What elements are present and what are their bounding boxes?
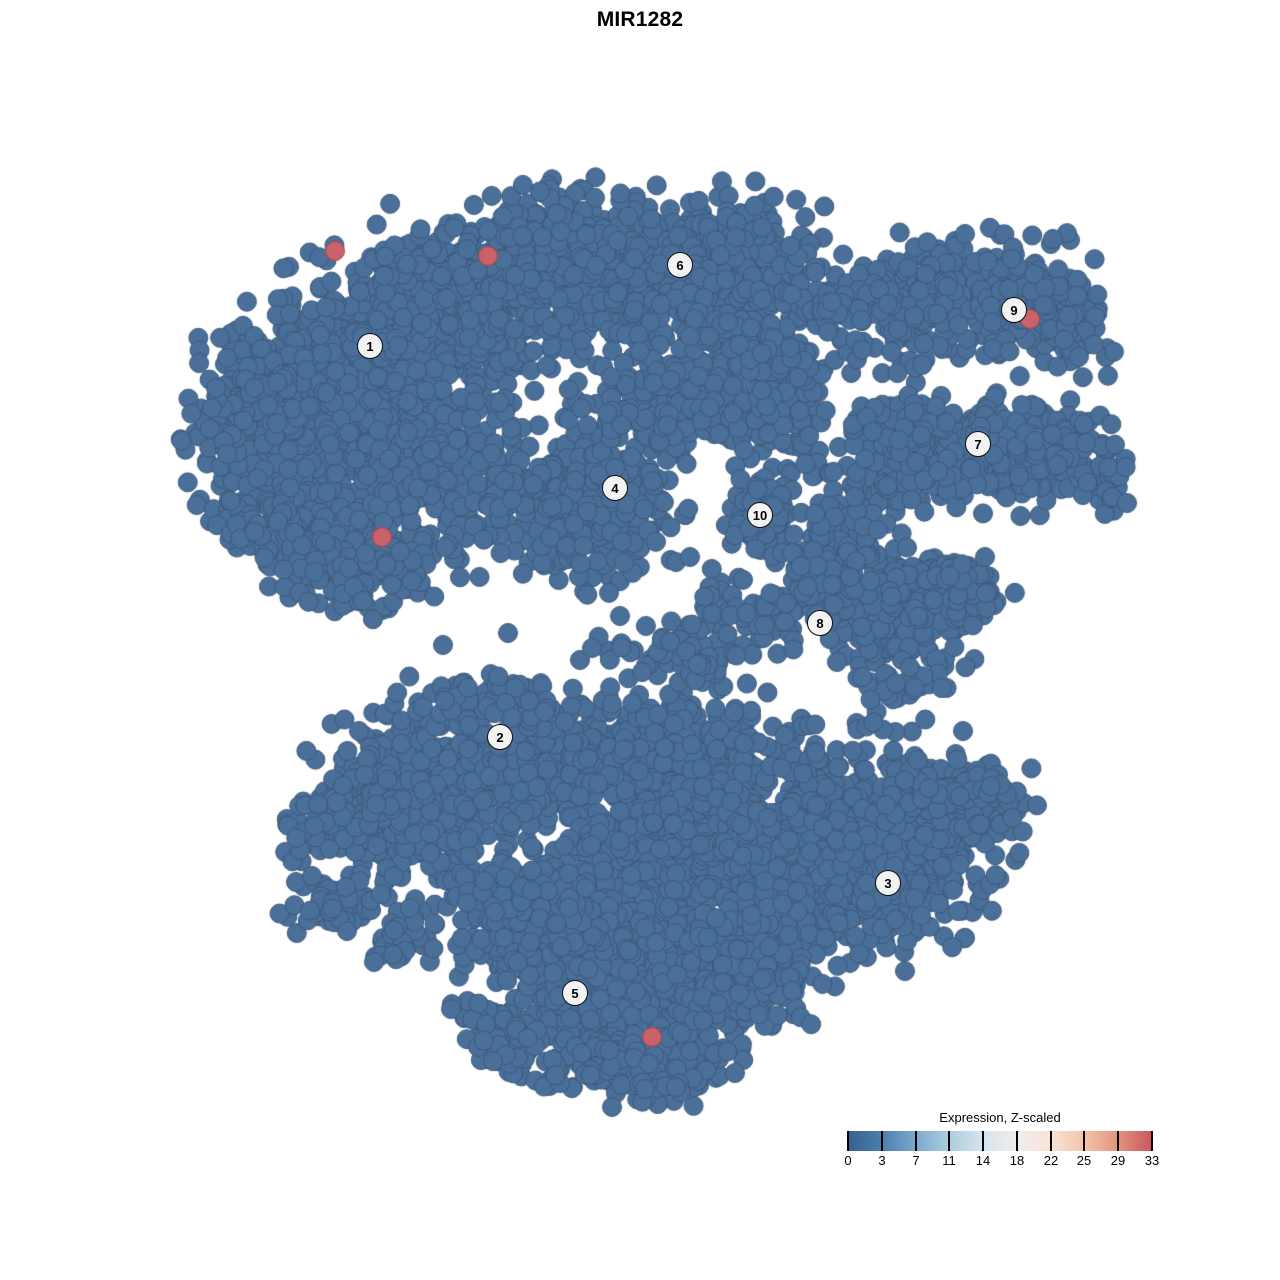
cluster-label-9: 9 [1001,297,1027,323]
cluster-label-7: 7 [965,431,991,457]
legend-bar-wrapper [847,1131,1153,1151]
legend-title: Expression, Z-scaled [939,1110,1061,1125]
legend-tick-label: 11 [942,1153,956,1168]
legend-tick-label: 7 [912,1153,920,1168]
legend-tick-mark [1151,1131,1153,1151]
legend-tick-mark [1050,1131,1052,1151]
cluster-label-10: 10 [747,502,773,528]
legend-tick-label: 18 [1009,1153,1025,1168]
legend-tick-label: 33 [1144,1153,1160,1168]
legend-tick-label: 25 [1076,1153,1092,1168]
cluster-label-3: 3 [875,870,901,896]
cluster-label-5: 5 [562,980,588,1006]
cluster-label-4: 4 [602,475,628,501]
color-legend: Expression, Z-scaled 0 3 7 11 14 18 22 25 29 33 [840,1110,1160,1172]
legend-tick-label: 0 [844,1153,852,1168]
cluster-label-1: 1 [357,333,383,359]
cluster-label-2: 2 [487,724,513,750]
legend-tick-mark [1117,1131,1119,1151]
legend-tick-label: 14 [975,1153,991,1168]
legend-tick-label: 22 [1043,1153,1059,1168]
legend-tick-mark [847,1131,849,1151]
legend-tick-label: 3 [878,1153,886,1168]
legend-tick-mark [1016,1131,1018,1151]
legend-gradient-bar [847,1131,1153,1151]
legend-tick-label: 29 [1110,1153,1126,1168]
legend-tick-mark [881,1131,883,1151]
cluster-label-8: 8 [807,610,833,636]
legend-tick-mark [915,1131,917,1151]
legend-tick-mark [948,1131,950,1151]
legend-tick-mark [1083,1131,1085,1151]
cluster-label-6: 6 [667,252,693,278]
legend-tick-mark [982,1131,984,1151]
